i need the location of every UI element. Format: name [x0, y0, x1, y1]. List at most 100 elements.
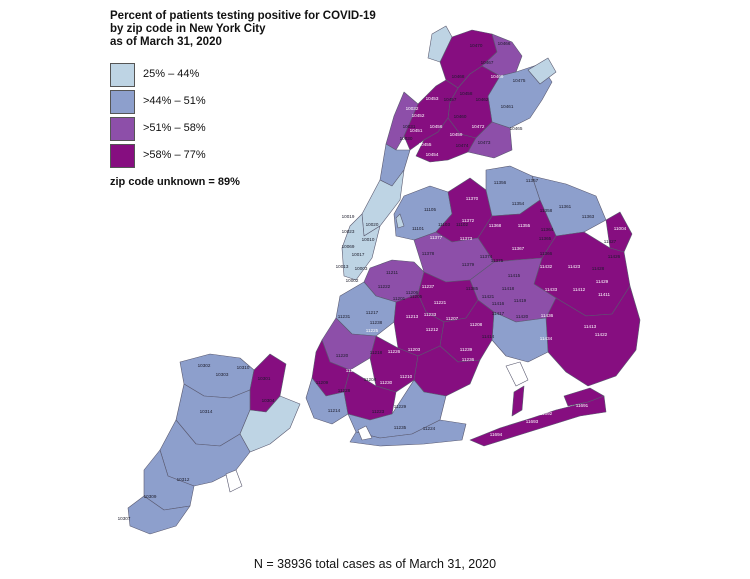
zip-label-10470: 10470	[470, 43, 483, 48]
zip-label-10459: 10459	[450, 132, 463, 137]
zip-label-11218: 11218	[370, 350, 383, 355]
zip-label-11226: 11226	[388, 349, 401, 354]
zip-label-11236: 11236	[462, 357, 475, 362]
zip-label-11201: 11201	[393, 296, 406, 301]
zip-label-11373: 11373	[460, 236, 473, 241]
zip-label-11217: 11217	[366, 310, 379, 315]
zip-label-11358: 11358	[540, 208, 553, 213]
zip-label-11361: 11361	[559, 204, 572, 209]
zip-label-10452: 10452	[412, 113, 425, 118]
zip-label-11206: 11206	[406, 290, 419, 295]
zip-label-10473: 10473	[478, 140, 491, 145]
region-harbor-island	[357, 425, 373, 441]
zip-label-10002: 10002	[346, 278, 359, 283]
zip-label-11367: 11367	[512, 246, 525, 251]
zip-label-11205: 11205	[410, 294, 423, 299]
zip-label-11416: 11416	[492, 301, 505, 306]
zip-label-11004: 11004	[614, 226, 627, 231]
zip-label-10454: 10454	[426, 152, 439, 157]
zip-label-10456: 10456	[430, 124, 443, 129]
zip-label-10314: 10314	[200, 409, 213, 414]
zip-label-11420: 11420	[516, 314, 529, 319]
zip-label-11370: 11370	[466, 196, 479, 201]
zip-label-11375: 11375	[491, 258, 504, 263]
zip-label-10462: 10462	[476, 97, 489, 102]
zip-label-11414: 11414	[482, 334, 495, 339]
legend-label-4: >58% – 77%	[143, 149, 206, 161]
zip-label-10069: 10069	[342, 244, 355, 249]
region-far-rockaway	[563, 387, 605, 407]
region-bronx-soundview	[467, 121, 513, 159]
zip-label-10469: 10469	[491, 74, 504, 79]
zip-label-11364: 11364	[541, 227, 554, 232]
zip-label-10020: 10020	[366, 222, 379, 227]
zip-label-11230: 11230	[380, 380, 393, 385]
zip-label-11693: 11693	[526, 419, 539, 424]
legend-swatch-2	[110, 90, 135, 114]
map-title-line-2: by zip code in New York City	[110, 23, 266, 35]
zip-label-11691: 11691	[576, 403, 589, 408]
zip-label-11105: 11105	[424, 207, 437, 212]
zip-label-10303: 10303	[216, 372, 229, 377]
zip-label-11224: 11224	[423, 426, 436, 431]
region-roosevelt-island	[395, 213, 405, 229]
zip-label-10030: 10030	[400, 136, 413, 141]
zip-label-11385: 11385	[466, 286, 479, 291]
zip-label-11368: 11368	[489, 223, 502, 228]
zip-label-11211: 11211	[386, 270, 399, 275]
zip-label-11421: 11421	[482, 294, 495, 299]
zip-label-10474: 10474	[456, 143, 469, 148]
zip-label-10003: 10003	[355, 266, 368, 271]
zip-label-11434: 11434	[540, 336, 553, 341]
zip-label-11223: 11223	[372, 409, 385, 414]
region-rockaway-peninsula	[469, 395, 607, 447]
zip-label-10301: 10301	[258, 376, 271, 381]
region-jamaica-bay-island	[505, 361, 529, 387]
zip-label-11412: 11412	[573, 287, 586, 292]
unknown-zip-note: zip code unknown = 89%	[110, 176, 240, 188]
map-title-line-3: as of March 31, 2020	[110, 36, 222, 48]
region-staten-park	[225, 469, 243, 493]
zip-label-10312: 10312	[177, 477, 190, 482]
zip-label-10466: 10466	[498, 41, 511, 46]
footer-total-cases: N = 38936 total cases as of March 31, 20…	[253, 557, 497, 571]
zip-label-11422: 11422	[595, 332, 608, 337]
zip-label-10458: 10458	[460, 91, 473, 96]
zip-label-11419: 11419	[514, 298, 527, 303]
zip-label-11204: 11204	[364, 377, 377, 382]
zip-label-10455: 10455	[419, 142, 432, 147]
zip-label-11214: 11214	[328, 408, 341, 413]
zip-label-11228: 11228	[338, 388, 351, 393]
zip-label-11207: 11207	[446, 316, 459, 321]
zip-label-10472: 10472	[472, 124, 485, 129]
legend-label-2: >44% – 51%	[143, 95, 206, 107]
zip-label-10309: 10309	[144, 494, 157, 499]
zip-label-11411: 11411	[598, 292, 611, 297]
region-queens-howard-beach	[491, 311, 549, 363]
zip-label-11694: 11694	[490, 432, 503, 437]
zip-label-10302: 10302	[198, 363, 211, 368]
zip-label-10460: 10460	[454, 114, 467, 119]
zip-label-11374: 11374	[480, 254, 493, 259]
zip-label-11213: 11213	[406, 314, 419, 319]
zip-label-11372: 11372	[462, 218, 475, 223]
zip-label-11417: 11417	[492, 311, 505, 316]
zip-label-11219: 11219	[346, 368, 359, 373]
zip-label-11413: 11413	[584, 324, 597, 329]
region-brooklyn-coney-island	[349, 419, 467, 447]
zip-label-11356: 11356	[494, 180, 507, 185]
zip-label-11208: 11208	[470, 322, 483, 327]
zip-label-10307: 10307	[118, 516, 131, 521]
zip-label-11436: 11436	[541, 313, 554, 318]
zip-label-11363: 11363	[582, 214, 595, 219]
zip-label-11432: 11432	[540, 264, 553, 269]
zip-label-10023: 10023	[342, 229, 355, 234]
legend-label-1: 25% – 44%	[143, 68, 200, 80]
zip-label-11433: 11433	[545, 287, 558, 292]
zip-label-11354: 11354	[512, 201, 525, 206]
zip-label-10032: 10032	[406, 106, 419, 111]
zip-label-11692: 11692	[540, 411, 553, 416]
zip-label-11102: 11102	[456, 222, 469, 227]
zip-label-11428: 11428	[592, 266, 605, 271]
